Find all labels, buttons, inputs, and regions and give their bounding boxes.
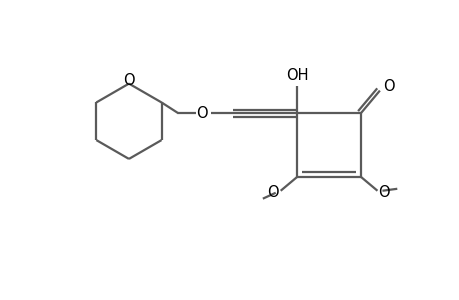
Text: O: O: [123, 73, 134, 88]
Text: OH: OH: [285, 68, 308, 83]
Text: O: O: [378, 185, 389, 200]
Text: O: O: [382, 79, 394, 94]
Text: O: O: [196, 106, 207, 121]
Text: O: O: [266, 185, 278, 200]
